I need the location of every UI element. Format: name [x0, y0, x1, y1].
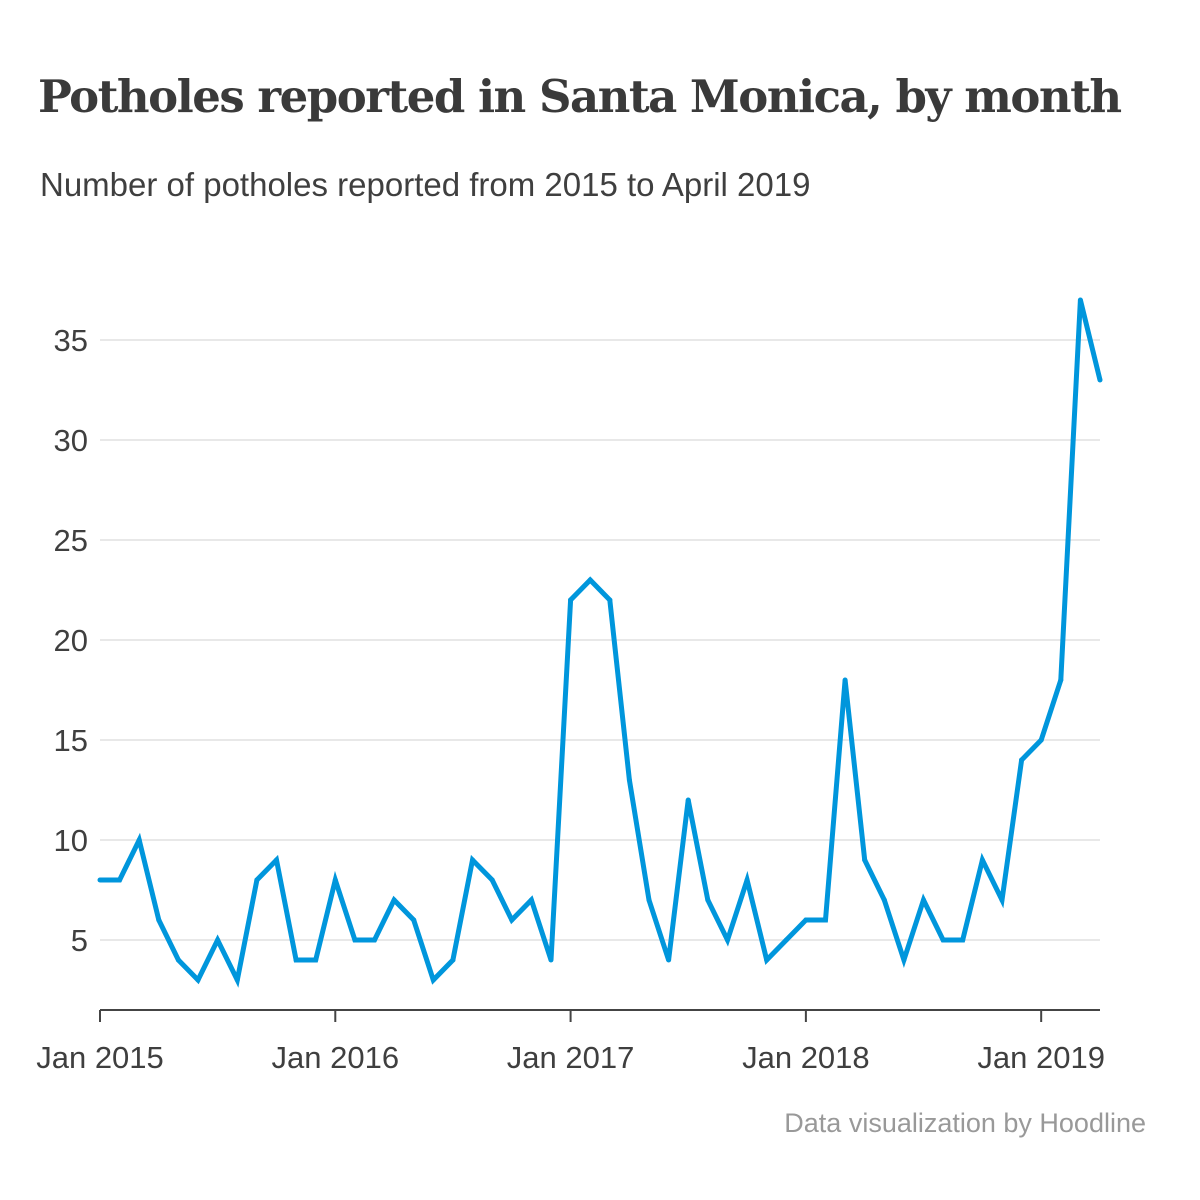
grid-lines: [100, 339, 1100, 941]
y-tick-label: 25: [54, 523, 88, 558]
data-point: [391, 897, 397, 903]
data-point: [862, 857, 868, 863]
data-point: [372, 937, 378, 943]
data-point: [470, 857, 476, 863]
y-tick-label: 10: [54, 823, 88, 858]
data-point: [97, 877, 103, 883]
data-point: [901, 957, 907, 963]
data-point: [960, 937, 966, 943]
x-axis: Jan 2015 Jan 2016 Jan 2017 Jan 2018 Jan 2019: [36, 1010, 1105, 1075]
data-point: [568, 597, 574, 603]
data-point: [940, 937, 946, 943]
data-point: [744, 877, 750, 883]
data-point: [724, 937, 730, 943]
data-point: [607, 597, 613, 603]
data-point: [979, 857, 985, 863]
data-point: [1077, 297, 1083, 303]
series-line: [100, 299, 1103, 988]
data-point: [1097, 377, 1103, 383]
data-point: [842, 677, 848, 683]
data-point: [646, 897, 652, 903]
data-point: [921, 897, 927, 903]
data-point: [156, 917, 162, 923]
data-point: [313, 957, 319, 963]
x-tick-label: Jan 2018: [742, 1040, 870, 1075]
x-tick-label: Jan 2016: [272, 1040, 400, 1075]
data-point: [587, 577, 593, 583]
y-axis: 5 10 15 20 25 30 35: [54, 323, 88, 958]
chart-title: Potholes reported in Santa Monica, by mo…: [38, 70, 1122, 123]
data-point: [1019, 757, 1025, 763]
data-point: [136, 837, 142, 843]
data-point: [352, 937, 358, 943]
data-point: [430, 977, 436, 983]
data-point: [1038, 737, 1044, 743]
data-point: [764, 957, 770, 963]
x-tick-label: Jan 2015: [36, 1040, 164, 1075]
data-point: [705, 897, 711, 903]
credit-text: Data visualization by Hoodline: [784, 1108, 1146, 1138]
data-point: [175, 957, 181, 963]
data-point: [1058, 677, 1064, 683]
y-tick-label: 5: [71, 923, 88, 958]
data-point: [254, 877, 260, 883]
data-point: [234, 977, 240, 983]
y-tick-label: 30: [54, 423, 88, 458]
data-point: [273, 857, 279, 863]
x-tick-label: Jan 2019: [977, 1040, 1105, 1075]
data-point: [332, 877, 338, 883]
data-point: [509, 917, 515, 923]
data-point: [666, 957, 672, 963]
data-point: [293, 957, 299, 963]
data-point: [489, 877, 495, 883]
y-tick-label: 20: [54, 623, 88, 658]
data-point: [685, 797, 691, 803]
data-point: [450, 957, 456, 963]
data-point: [411, 917, 417, 923]
y-tick-label: 35: [54, 323, 88, 358]
data-points: [97, 297, 1103, 983]
data-point: [783, 937, 789, 943]
data-point: [215, 937, 221, 943]
data-point: [528, 897, 534, 903]
data-point: [195, 977, 201, 983]
data-point: [881, 897, 887, 903]
data-point: [117, 877, 123, 883]
data-point: [803, 917, 809, 923]
x-tick-label: Jan 2017: [507, 1040, 635, 1075]
chart-subtitle: Number of potholes reported from 2015 to…: [40, 166, 811, 203]
data-point: [626, 777, 632, 783]
data-point: [548, 957, 554, 963]
y-tick-label: 15: [54, 723, 88, 758]
data-point: [999, 897, 1005, 903]
data-point: [822, 917, 828, 923]
